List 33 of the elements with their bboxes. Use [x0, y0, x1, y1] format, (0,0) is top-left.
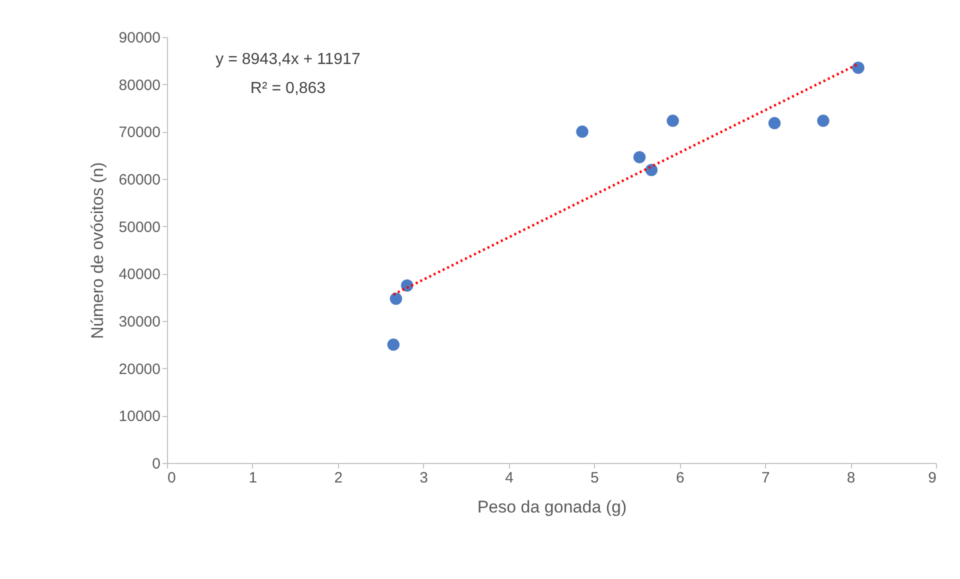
x-tick-label: 9 [928, 470, 936, 486]
x-tick-label: 8 [846, 470, 856, 486]
x-axis-title: Peso da gonada (g) [477, 498, 627, 516]
point [390, 292, 402, 305]
point [768, 117, 781, 130]
x-tick-label: 7 [761, 470, 770, 486]
y-tick-label: 90000 [118, 30, 160, 46]
point [852, 62, 864, 74]
x-tick-label: 0 [168, 470, 176, 486]
y-tick-label: 10000 [118, 408, 160, 426]
annotation: y = 8943,4x + 11917 [216, 51, 360, 68]
y-tick-label: 20000 [118, 360, 160, 378]
y-tick-label: 80000 [118, 76, 160, 94]
point [645, 164, 658, 176]
y-tick-label: 60000 [118, 172, 160, 188]
x-tick-label: 1 [248, 470, 258, 486]
x-tick-label: 5 [590, 470, 599, 486]
point [633, 151, 646, 164]
x-tick-label: 6 [676, 470, 684, 486]
point [576, 126, 588, 138]
x-tick-label: 4 [505, 470, 514, 486]
annotation: R² = 0,863 [250, 80, 326, 97]
point [817, 114, 830, 127]
y-tick-label: 50000 [118, 218, 160, 236]
y-tick-label: 30000 [118, 314, 160, 330]
x-tick-label: 2 [334, 470, 343, 486]
y-axis-title: Número de ovócitos (n) [88, 162, 107, 339]
y-tick-label: 0 [152, 456, 160, 472]
point [666, 114, 679, 127]
x-tick-label: 3 [420, 470, 428, 486]
y-tick-label: 70000 [118, 124, 160, 142]
y-tick-label: 40000 [118, 266, 160, 284]
point [387, 338, 400, 351]
